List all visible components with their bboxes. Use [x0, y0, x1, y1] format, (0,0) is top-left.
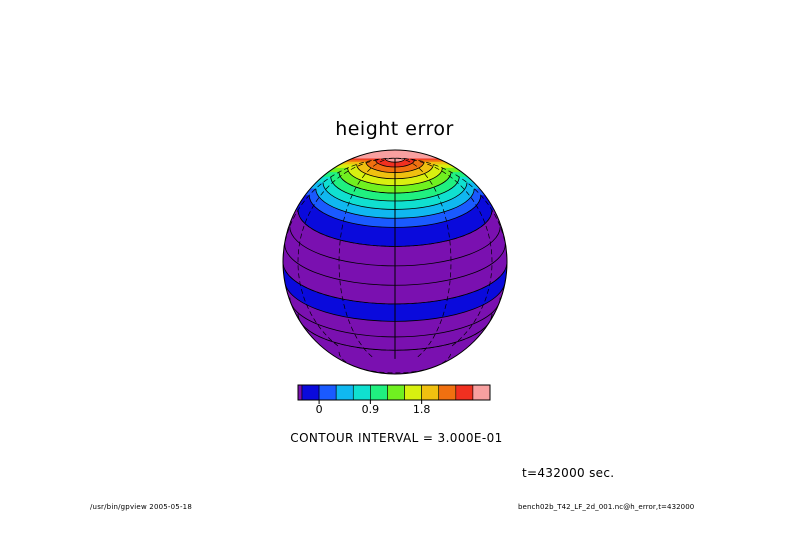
meridian-gridline — [283, 157, 396, 273]
colorbar-cell — [335, 384, 354, 401]
chart-title: height error — [335, 118, 454, 140]
meridian-gridline — [338, 157, 396, 358]
latitude-gridline — [338, 172, 452, 194]
meridian-gridline — [394, 157, 507, 273]
colorbar-tick-label: 0 — [315, 403, 323, 416]
colorbar-cell — [387, 384, 405, 401]
latitude-gridline — [338, 351, 452, 374]
colorbar-cell — [472, 384, 491, 401]
colorbar-cell — [318, 384, 337, 401]
colorbar-cell — [438, 384, 457, 401]
colorbar-cell — [455, 384, 474, 401]
meridian-gridline — [394, 157, 493, 347]
colorbar-tick-label: 0.9 — [361, 403, 380, 416]
latitude-gridline — [297, 210, 493, 247]
meridian-gridline — [297, 157, 396, 347]
meridian-gridline — [394, 157, 452, 358]
colorbar-cell — [297, 384, 303, 401]
colorbar-cell — [404, 384, 422, 401]
contour-interval-label: CONTOUR INTERVAL = 3.000E-01 — [290, 431, 503, 445]
colorbar-tick-label: 1.8 — [412, 403, 431, 416]
footer-source-file: bench02b_T42_LF_2d_001.nc@h_error,t=4320… — [518, 503, 695, 511]
colorbar-cell — [352, 384, 371, 401]
colorbar-cell — [421, 384, 440, 401]
latitude-gridline — [297, 313, 493, 351]
globe-outline — [282, 149, 508, 375]
colorbar-cell — [301, 384, 320, 401]
colorbar-cell — [370, 384, 388, 401]
time-label: t=432000 sec. — [522, 466, 615, 480]
footer-program-date: /usr/bin/gpview 2005-05-18 — [90, 503, 192, 511]
